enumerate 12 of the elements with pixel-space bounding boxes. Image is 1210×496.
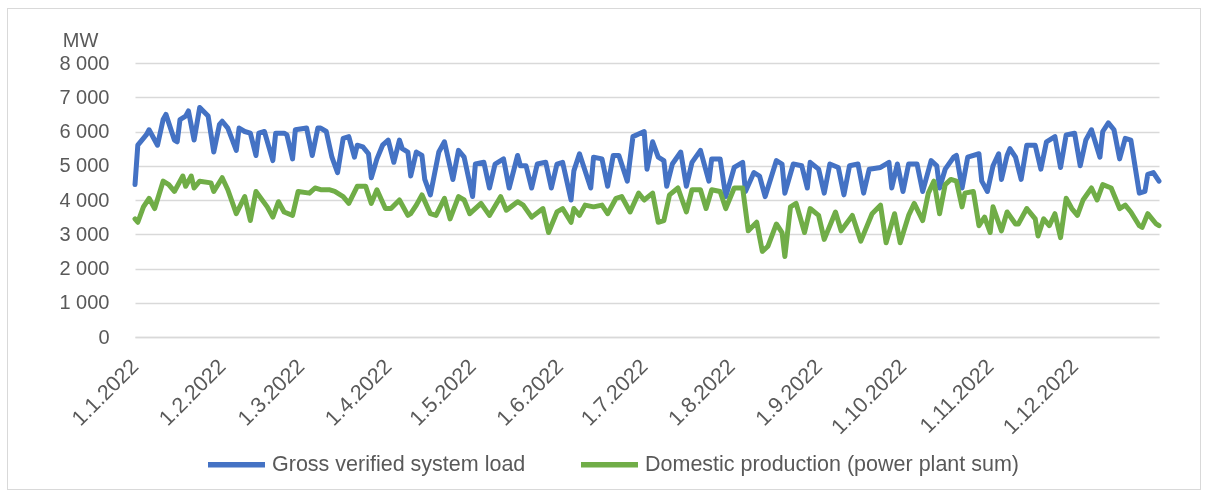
y-tick-label: 4 000 [59, 188, 110, 211]
legend-label: Domestic production (power plant sum) [645, 451, 1020, 476]
y-tick-label: 0 [98, 325, 110, 348]
y-axis-title: MW [62, 28, 99, 51]
y-tick-label: 8 000 [59, 51, 110, 74]
y-tick-label: 6 000 [59, 120, 110, 142]
y-tick-label: 7 000 [59, 85, 110, 108]
y-tick-label: 5 000 [59, 154, 110, 177]
y-tick-label: 3 000 [59, 222, 110, 245]
y-tick-label: 1 000 [59, 291, 110, 314]
y-tick-label: 2 000 [59, 257, 110, 279]
legend-label: Gross verified system load [272, 451, 526, 476]
